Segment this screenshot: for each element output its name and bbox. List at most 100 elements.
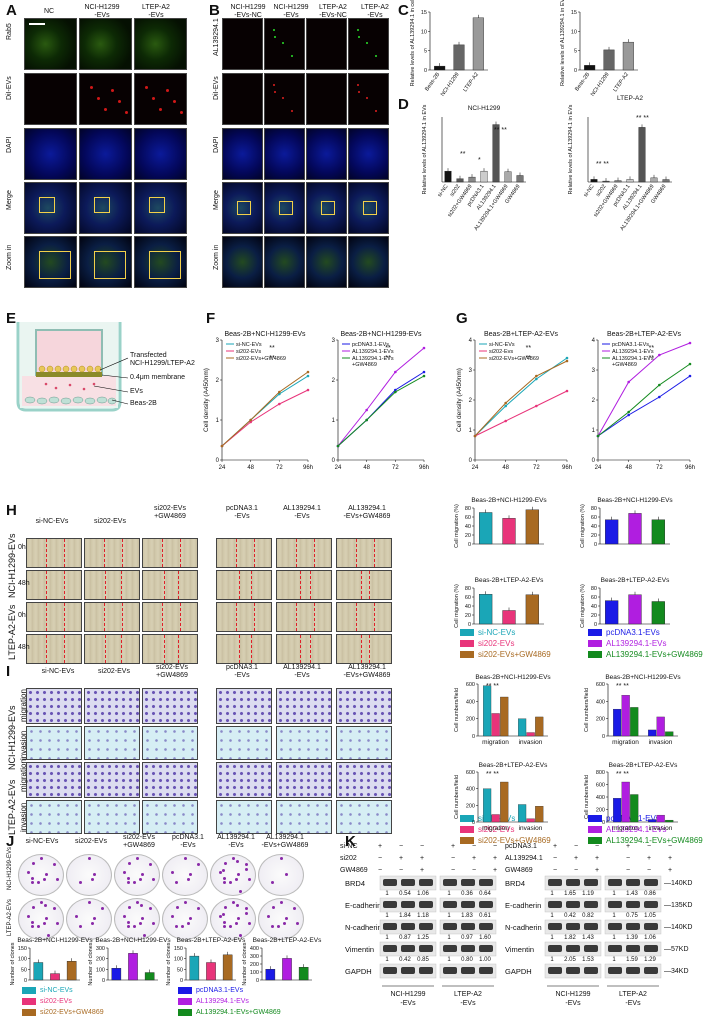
scratch-edge [46, 603, 47, 631]
j-legend-swatch [178, 1008, 192, 1016]
data-point [365, 418, 368, 422]
colony [272, 905, 276, 909]
k-sign: − [574, 843, 578, 850]
h-tile-r0-c3 [216, 538, 272, 568]
bar [590, 179, 598, 183]
j-dish-r1-c1 [66, 898, 112, 940]
bar [535, 716, 544, 737]
x-category-label: migration [482, 739, 509, 746]
spot [366, 42, 368, 44]
h-tile-r0-c5 [336, 538, 392, 568]
colony [229, 880, 233, 884]
k-sign: + [647, 855, 651, 862]
bar [298, 967, 309, 981]
panel-label-g: G [456, 310, 468, 327]
data-point [365, 408, 368, 412]
k-sign: + [420, 867, 424, 874]
data-point [249, 418, 252, 422]
sig: ** [526, 345, 532, 352]
scratch-edge [361, 635, 362, 663]
y-tick-label: 400 [596, 699, 605, 705]
j-legend-swatch [22, 997, 36, 1005]
i-legend-swatch [460, 837, 474, 845]
y-tick-label: 100 [18, 957, 27, 963]
blot-band [626, 901, 640, 908]
spot [282, 42, 284, 44]
i-chart-3: 0 200 400 600 migration invasion Beas-2B+LTEP-… [454, 762, 548, 832]
dii-spot [180, 111, 183, 114]
e-label-beas: Beas-2B [130, 400, 157, 407]
k-value: 1 [612, 913, 616, 919]
y-axis-label: Number of clones [10, 942, 16, 985]
bar [480, 170, 488, 183]
g-right-chart: 0 1 2 3 4 24 48 72 96h Beas-2B+LTEP-A2-EVs pcDNA3.… [592, 331, 695, 471]
sig: ** [649, 345, 655, 352]
data-point [278, 402, 281, 406]
spot [291, 110, 293, 112]
k-kd-label: —57KD [664, 946, 689, 953]
data-point [249, 420, 252, 424]
legend-label: pcDNA3.1-EVs [352, 342, 389, 348]
f-left-chart: 0 1 2 3 24 48 72 96h Beas-2B+NCI-H1299-EVs Cell d… [203, 331, 313, 471]
b-col-4: LTEP-A2 -EVs [361, 4, 389, 19]
bar [665, 819, 674, 823]
k-right-header: GW4869 [505, 867, 533, 874]
i-tile-r2-c4 [276, 762, 332, 798]
legend-label: si-NC-EVs [236, 342, 262, 348]
colony [27, 871, 31, 875]
blot-band [443, 901, 457, 908]
legend-label: si202-EVs [236, 349, 261, 355]
spot [291, 55, 293, 57]
series-line [474, 390, 568, 437]
bar [66, 961, 77, 981]
bar [526, 732, 535, 737]
colony [189, 917, 192, 920]
k-value: 0.82 [582, 913, 594, 919]
h-legend-label: si-NC-EVs [478, 628, 516, 637]
scratch-edge [121, 571, 122, 599]
bar [650, 177, 658, 183]
bar [144, 972, 155, 981]
zoom-box [39, 251, 71, 279]
blot-band [626, 967, 640, 974]
y-tick-label: 3 [592, 368, 596, 374]
colony [224, 905, 228, 909]
colony [248, 921, 252, 925]
scratch-edge [180, 539, 181, 567]
zoom-box [94, 251, 126, 279]
b-tile-r2-c2 [306, 128, 347, 180]
k-value: 1.84 [399, 913, 411, 919]
y-axis-label: Cell migration (%) [454, 504, 460, 548]
legend-label: si202-Evs [489, 349, 513, 355]
scratch-edge [369, 635, 370, 663]
scratch-edge [104, 603, 105, 631]
blot-band [608, 879, 622, 886]
j-legend-item: AL139294.1-EVs [178, 997, 249, 1007]
bar [648, 729, 657, 737]
x-category-label: invasion [649, 825, 673, 832]
g-left-chart: 0 1 2 3 4 24 48 72 96h Beas-2B+LTEP-A2-EVs Cell de… [456, 331, 572, 471]
x-tick-label: Beas-2B [574, 71, 591, 92]
bar [630, 794, 639, 823]
j-legend-label: si-NC-EVs [40, 987, 73, 994]
k-left-header: si-NC [340, 843, 358, 850]
h-tile-r2-c0 [26, 602, 82, 632]
k-value: 1.82 [564, 935, 576, 941]
k-value: 1 [385, 957, 389, 963]
y-axis-label: Cell migration (%) [454, 584, 460, 628]
y-axis-label: Cell migration (%) [580, 584, 586, 628]
blot-band [443, 879, 457, 886]
colony [222, 880, 226, 884]
blot-band [548, 923, 562, 930]
blot-band [383, 967, 397, 974]
colony [232, 901, 236, 905]
legend-label: si-NC-EVs [489, 342, 515, 348]
spot [274, 36, 276, 38]
bar [626, 179, 634, 183]
y-tick-label: 0 [592, 458, 596, 464]
h-legend-item: si-NC-EVs [460, 628, 515, 638]
j-legend-item: pcDNA3.1-EVs [178, 986, 243, 996]
colony [45, 917, 48, 920]
